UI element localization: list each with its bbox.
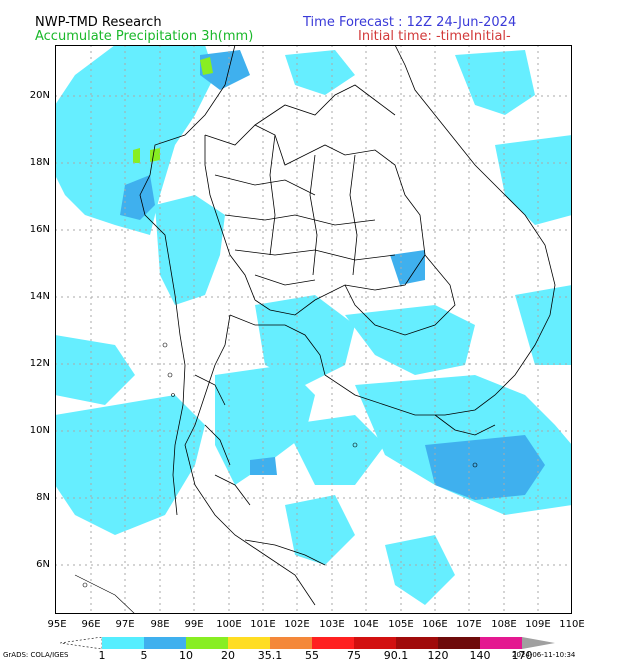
lon-label: 98E <box>150 619 170 630</box>
lon-label: 96E <box>81 619 101 630</box>
colorbar-label: 35.1 <box>257 649 283 662</box>
colorbar-label: 5 <box>140 649 148 662</box>
colorbar-swatch <box>354 637 396 649</box>
lat-lon-grid <box>55 45 572 614</box>
colorbar-label: 90.1 <box>383 649 409 662</box>
country-boundaries <box>139 45 556 606</box>
model-title: NWP-TMD Research <box>35 15 162 30</box>
lon-label: 103E <box>319 619 345 630</box>
lon-label: 101E <box>250 619 276 630</box>
colorbar-label: 140 <box>469 649 491 662</box>
lon-label: 106E <box>422 619 448 630</box>
lon-label: 104E <box>353 619 379 630</box>
lon-label: 100E <box>216 619 242 630</box>
colorbar-label: 1 <box>98 649 106 662</box>
colorbar-max-arrow <box>522 637 555 649</box>
initial-time: Initial time: -timeInitial- <box>358 29 511 44</box>
colorbar-swatch <box>480 637 522 649</box>
colorbar-swatch <box>396 637 438 649</box>
lon-label: 99E <box>184 619 204 630</box>
colorbar-swatch <box>312 637 354 649</box>
lon-label: 108E <box>491 619 517 630</box>
precip-mid-areas <box>120 50 545 500</box>
precip-green-areas <box>133 57 213 163</box>
lat-label: 12N <box>29 358 50 369</box>
lon-label: 107E <box>456 619 482 630</box>
lon-label: 110E <box>559 619 585 630</box>
render-timestamp: 2024-06-11-10:34 <box>512 651 576 659</box>
colorbar-swatch <box>438 637 480 649</box>
lon-label: 97E <box>115 619 135 630</box>
colorbar-label: 120 <box>427 649 449 662</box>
lat-label: 14N <box>29 291 50 302</box>
grads-credit: GrADS: COLA/IGES <box>3 651 69 659</box>
lat-label: 6N <box>36 559 50 570</box>
precipitation-colorbar <box>60 637 555 649</box>
lat-label: 16N <box>29 224 50 235</box>
colorbar-label: 170 <box>511 649 533 662</box>
colorbar-swatch <box>144 637 186 649</box>
colorbar-label: 10 <box>179 649 193 662</box>
lon-label: 105E <box>388 619 414 630</box>
forecast-time: Time Forecast : 12Z 24-Jun-2024 <box>303 15 517 30</box>
colorbar-min-arrow <box>60 637 103 649</box>
product-subtitle: Accumulate Precipitation 3h(mm) <box>35 29 254 44</box>
colorbar-label: 75 <box>347 649 361 662</box>
colorbar-label: 55 <box>305 649 319 662</box>
precipitation-map <box>55 45 572 614</box>
lon-label: 109E <box>525 619 551 630</box>
lon-label: 95E <box>47 619 67 630</box>
lat-label: 10N <box>29 425 50 436</box>
colorbar-label: 20 <box>221 649 235 662</box>
lat-label: 20N <box>29 90 50 101</box>
islands <box>74 342 478 614</box>
colorbar-swatch <box>102 637 144 649</box>
precip-light-areas <box>55 45 572 605</box>
lat-label: 8N <box>36 492 50 503</box>
colorbar-swatch <box>270 637 312 649</box>
colorbar-swatch <box>186 637 228 649</box>
map-frame <box>55 45 572 614</box>
colorbar-swatch <box>228 637 270 649</box>
lon-label: 102E <box>284 619 310 630</box>
lat-label: 18N <box>29 157 50 168</box>
